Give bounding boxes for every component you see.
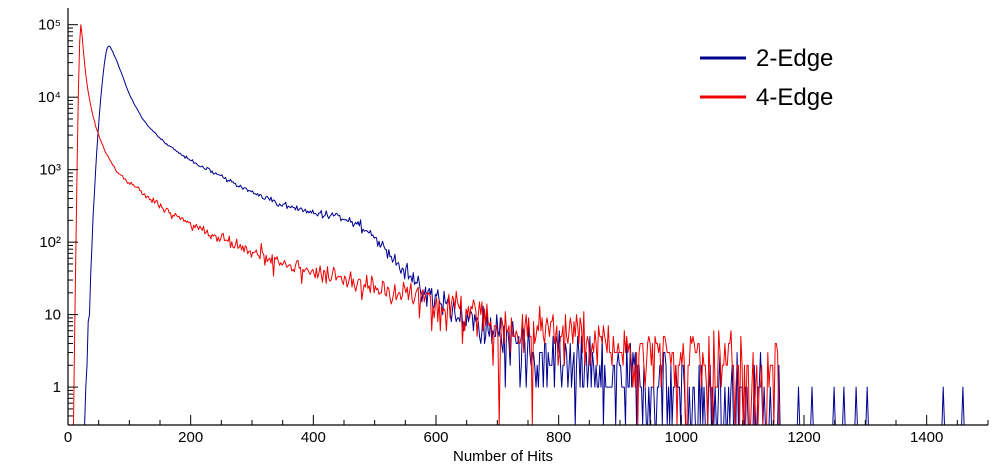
x-tick-label: 1200 (787, 429, 820, 446)
x-tick-label: 200 (178, 429, 203, 446)
series-4-edge (68, 24, 988, 426)
x-tick-label: 1000 (665, 429, 698, 446)
series-2-edge (68, 45, 988, 426)
y-tick-label: 1 (53, 379, 61, 396)
y-tick-label: 10² (39, 234, 61, 251)
axes-ticks-group: 0 200 400 600 800 1000 1200 1400 1 10 10² 10³ 10⁴ 10⁵ (38, 17, 989, 446)
x-tick-label: 1400 (910, 429, 943, 446)
x-tick-label: 400 (301, 429, 326, 446)
series-group (68, 24, 988, 426)
legend-label-2-edge: 2-Edge (756, 45, 833, 72)
x-axis-title: Number of Hits (453, 448, 553, 465)
y-tick-label: 10⁴ (38, 89, 61, 106)
y-tick-label: 10³ (39, 162, 61, 179)
y-tick-label: 10⁵ (38, 17, 61, 34)
x-tick-label: 600 (423, 429, 448, 446)
legend: 2-Edge 4-Edge (700, 45, 833, 111)
x-tick-label: 0 (64, 429, 72, 446)
x-tick-label: 800 (546, 429, 571, 446)
y-tick-label: 10 (44, 307, 61, 324)
legend-label-4-edge: 4-Edge (756, 84, 833, 111)
